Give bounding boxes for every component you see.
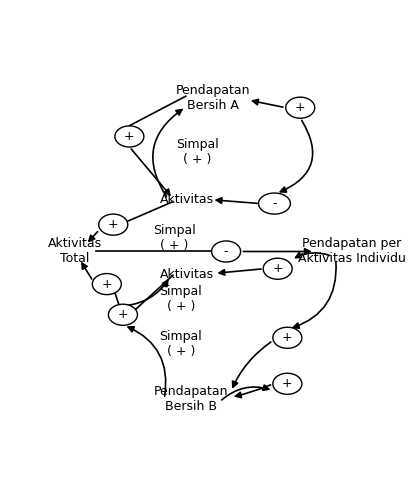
Text: Pendapatan
Bersih B: Pendapatan Bersih B xyxy=(154,385,228,413)
Text: Pendapatan per
Aktivitas Individu: Pendapatan per Aktivitas Individu xyxy=(298,238,406,265)
Text: +: + xyxy=(102,277,112,291)
Ellipse shape xyxy=(263,258,292,279)
Text: +: + xyxy=(118,308,128,321)
Text: Simpal
( + ): Simpal ( + ) xyxy=(160,330,202,358)
Text: -: - xyxy=(224,245,228,258)
Text: Simpal
( + ): Simpal ( + ) xyxy=(176,138,218,166)
Text: Aktivitas: Aktivitas xyxy=(160,268,215,281)
Text: Simpal
( + ): Simpal ( + ) xyxy=(153,224,196,252)
Ellipse shape xyxy=(286,97,315,118)
Ellipse shape xyxy=(92,273,121,295)
Text: Pendapatan
Bersih A: Pendapatan Bersih A xyxy=(176,84,250,112)
Ellipse shape xyxy=(99,214,128,235)
Text: +: + xyxy=(295,101,306,114)
Text: +: + xyxy=(282,331,293,344)
Text: +: + xyxy=(272,262,283,275)
Text: -: - xyxy=(272,197,277,210)
Ellipse shape xyxy=(109,304,137,325)
Ellipse shape xyxy=(273,373,302,394)
Ellipse shape xyxy=(115,126,144,147)
Text: +: + xyxy=(124,130,135,143)
Ellipse shape xyxy=(258,193,290,214)
Ellipse shape xyxy=(273,327,302,348)
Ellipse shape xyxy=(212,241,240,262)
Text: +: + xyxy=(282,377,293,390)
Text: Aktivitas
Total: Aktivitas Total xyxy=(47,238,102,265)
Text: +: + xyxy=(108,218,119,231)
Text: Aktivitas: Aktivitas xyxy=(160,193,215,206)
Text: Simpal
( + ): Simpal ( + ) xyxy=(160,285,202,313)
